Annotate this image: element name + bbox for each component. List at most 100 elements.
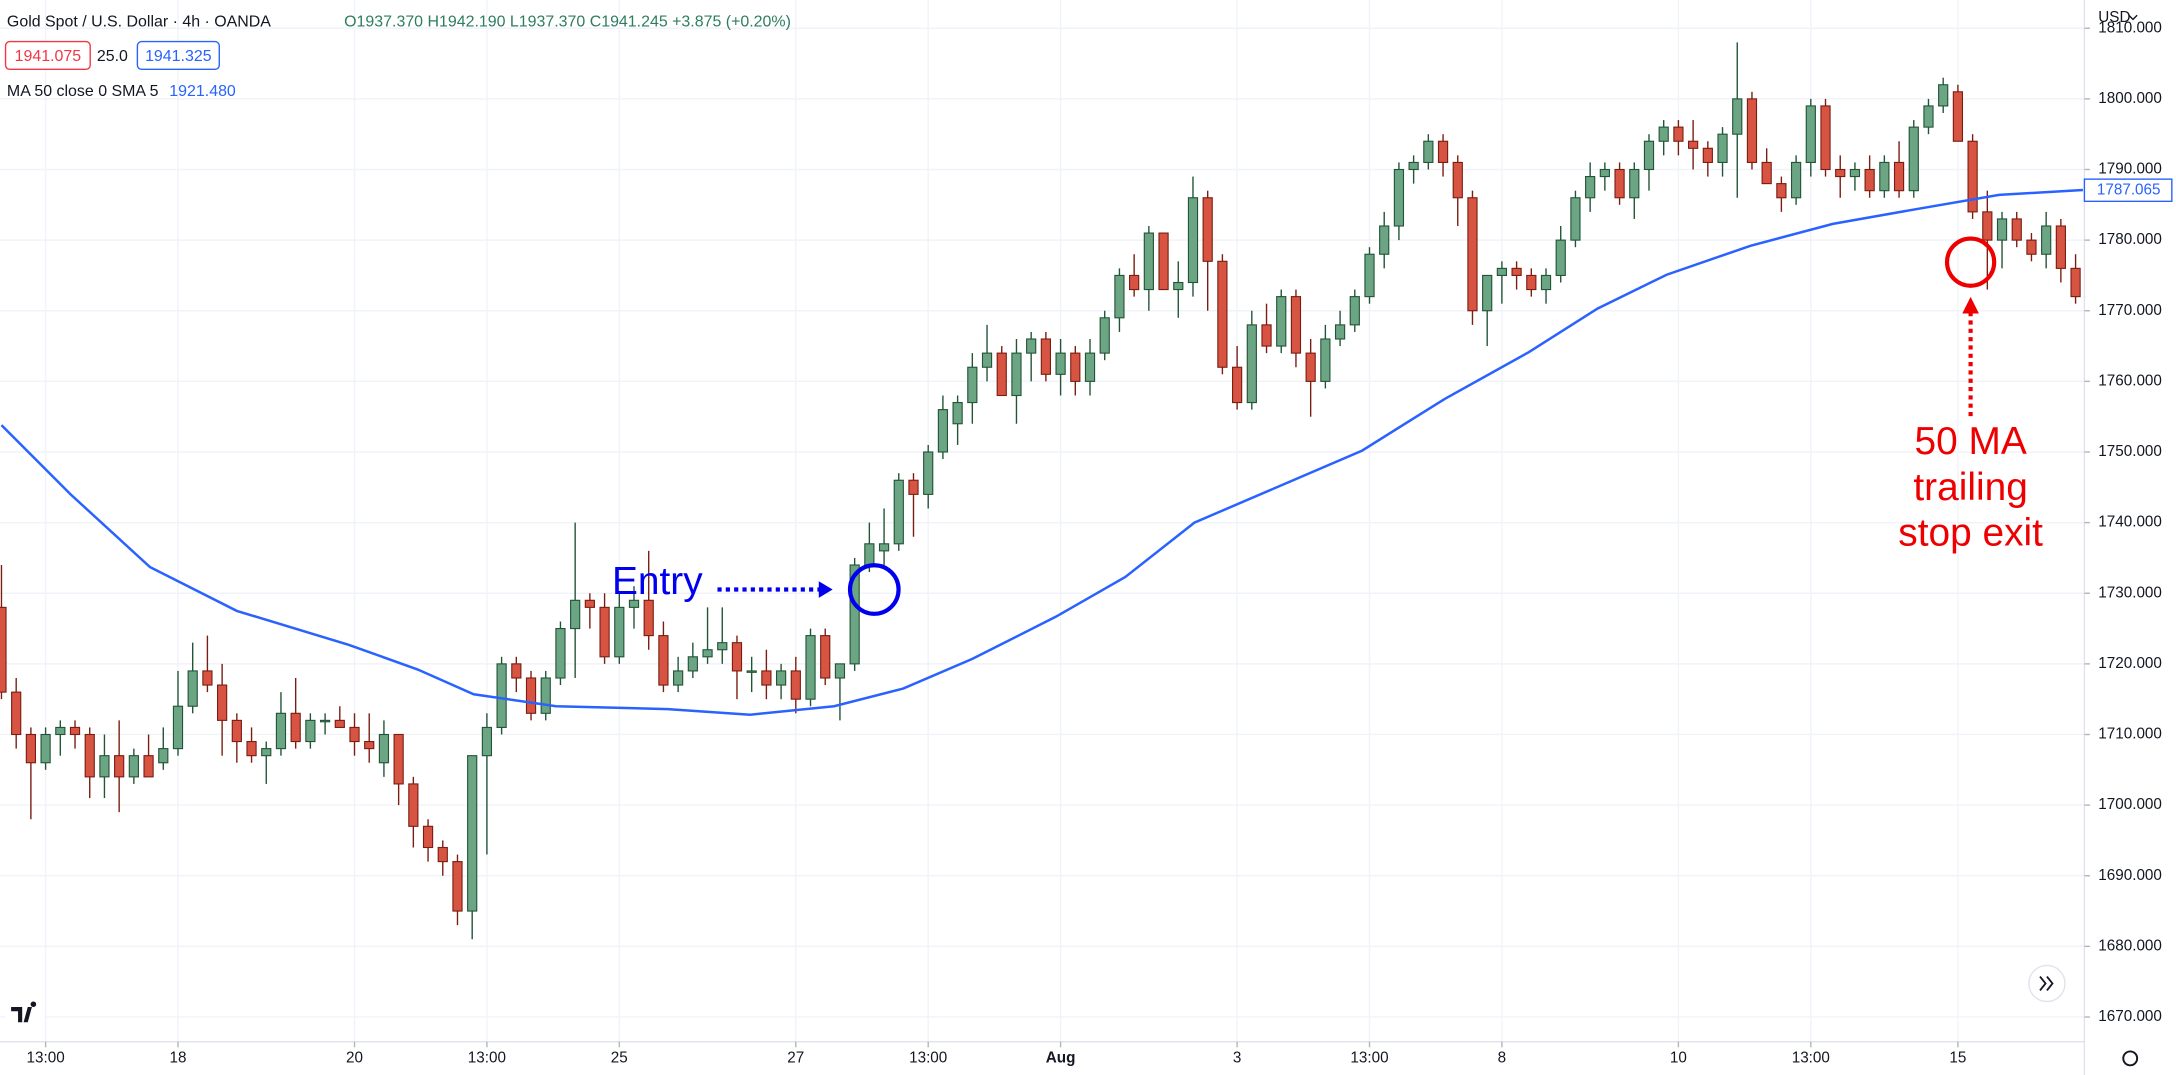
candle-body xyxy=(40,733,51,764)
bid-box[interactable] xyxy=(4,40,91,71)
candle-body xyxy=(202,670,213,686)
candle-body xyxy=(540,677,551,714)
candle-body xyxy=(1129,274,1140,291)
y-tick-label: 1670.000 xyxy=(2098,1008,2162,1025)
ohlc-readout: O1937.370 H1942.190 L1937.370 C1941.245 … xyxy=(344,13,791,30)
y-tick-label: 1700.000 xyxy=(2098,796,2162,813)
candle-body xyxy=(1629,168,1640,199)
candle-body xyxy=(878,543,890,552)
candle-body xyxy=(849,564,860,665)
entry-circle xyxy=(847,563,901,616)
y-tick-label: 1810.000 xyxy=(2098,19,2162,36)
candle-body xyxy=(1879,161,1890,192)
candle-body xyxy=(775,670,787,686)
candle-body xyxy=(1732,98,1743,135)
candle-body xyxy=(1864,168,1875,192)
candle-body xyxy=(261,748,272,757)
tv-logo[interactable] xyxy=(5,995,45,1032)
candle-body xyxy=(114,755,125,778)
candle-body xyxy=(1070,352,1081,382)
y-tick-label: 1690.000 xyxy=(2098,867,2162,884)
candle-body xyxy=(1688,140,1699,149)
candle-body xyxy=(731,642,743,672)
x-tick-label: 13:00 xyxy=(27,1049,65,1066)
candle-body xyxy=(511,663,522,679)
candle-body xyxy=(1585,176,1596,199)
candle-body xyxy=(805,635,816,700)
y-tick-label: 1750.000 xyxy=(2098,443,2162,460)
candle-body xyxy=(1452,161,1463,199)
candle-body xyxy=(687,656,698,672)
candle-body xyxy=(25,733,37,764)
candle-body xyxy=(437,846,448,863)
y-tick-label: 1790.000 xyxy=(2098,161,2162,178)
candle-body xyxy=(525,677,537,714)
x-tick-label: 18 xyxy=(170,1049,187,1066)
candle-body xyxy=(246,741,257,757)
candle-body xyxy=(364,741,375,750)
candle-body xyxy=(319,719,331,723)
scroll-circle xyxy=(2028,964,2066,1003)
candle-body xyxy=(614,606,625,658)
exit-arrowhead xyxy=(1962,296,1979,314)
x-tick-label: 25 xyxy=(611,1049,628,1066)
candle-body xyxy=(349,726,360,743)
indicator-name: MA 50 close 0 SMA 5 xyxy=(7,83,159,100)
candle-body xyxy=(1379,225,1390,255)
candle-body xyxy=(172,705,184,750)
candle-body xyxy=(1482,274,1493,312)
currency-menu[interactable]: USD xyxy=(2098,9,2130,26)
candle-body xyxy=(1349,296,1360,326)
candle-body xyxy=(1849,168,1861,178)
candle-body xyxy=(1084,352,1096,382)
candle-body xyxy=(1526,274,1537,291)
candle-body xyxy=(1982,211,1993,241)
candle-body xyxy=(952,402,963,425)
gear xyxy=(2122,1050,2139,1067)
moving-average xyxy=(0,188,2084,716)
settings-button[interactable] xyxy=(2122,1050,2139,1067)
candle-body xyxy=(0,606,7,693)
y-tick-label: 1780.000 xyxy=(2098,231,2162,248)
candle-body xyxy=(761,670,772,686)
candle-body xyxy=(1658,126,1669,142)
exit-label: stop exit xyxy=(1898,512,2043,555)
candle-body xyxy=(1099,317,1110,354)
logo-glyph xyxy=(11,1001,37,1023)
candle-body xyxy=(1276,296,1287,347)
candle-body xyxy=(702,649,713,658)
candle-body xyxy=(1496,267,1508,276)
exit-label: 50 MA xyxy=(1914,420,2026,463)
candle-body xyxy=(1334,324,1346,340)
candle-body xyxy=(1776,183,1787,199)
ask-box[interactable] xyxy=(136,40,220,71)
candle-body xyxy=(1835,168,1846,178)
candle-body xyxy=(908,479,919,495)
x-tick-label: 15 xyxy=(1949,1049,1966,1066)
scroll-icon xyxy=(2039,975,2054,991)
candle-body xyxy=(1614,168,1625,199)
candle-body xyxy=(1893,161,1905,192)
candle-body xyxy=(1952,91,1964,142)
candle-body xyxy=(1187,197,1199,284)
last-price-label: 1787.065 xyxy=(2097,181,2161,198)
candle-body xyxy=(658,635,669,686)
candle-body xyxy=(2026,239,2037,255)
y-tick-label: 1770.000 xyxy=(2098,302,2162,319)
y-tick-label: 1720.000 xyxy=(2098,655,2162,672)
candle-body xyxy=(584,599,595,608)
candle-body xyxy=(1717,133,1728,163)
y-tick-label: 1730.000 xyxy=(2098,584,2162,601)
ask-price: 1941.325 xyxy=(145,48,212,65)
y-tick-label: 1740.000 xyxy=(2098,514,2162,531)
candle-body xyxy=(1555,239,1566,276)
spread: 25.0 xyxy=(97,48,128,65)
candle-body xyxy=(422,825,434,849)
candle-body xyxy=(231,719,242,743)
scroll-button[interactable] xyxy=(2028,964,2066,1003)
candle-body xyxy=(967,366,978,404)
last-price-box xyxy=(2083,178,2173,203)
candle-body xyxy=(467,755,478,912)
candle-body xyxy=(1026,338,1037,354)
